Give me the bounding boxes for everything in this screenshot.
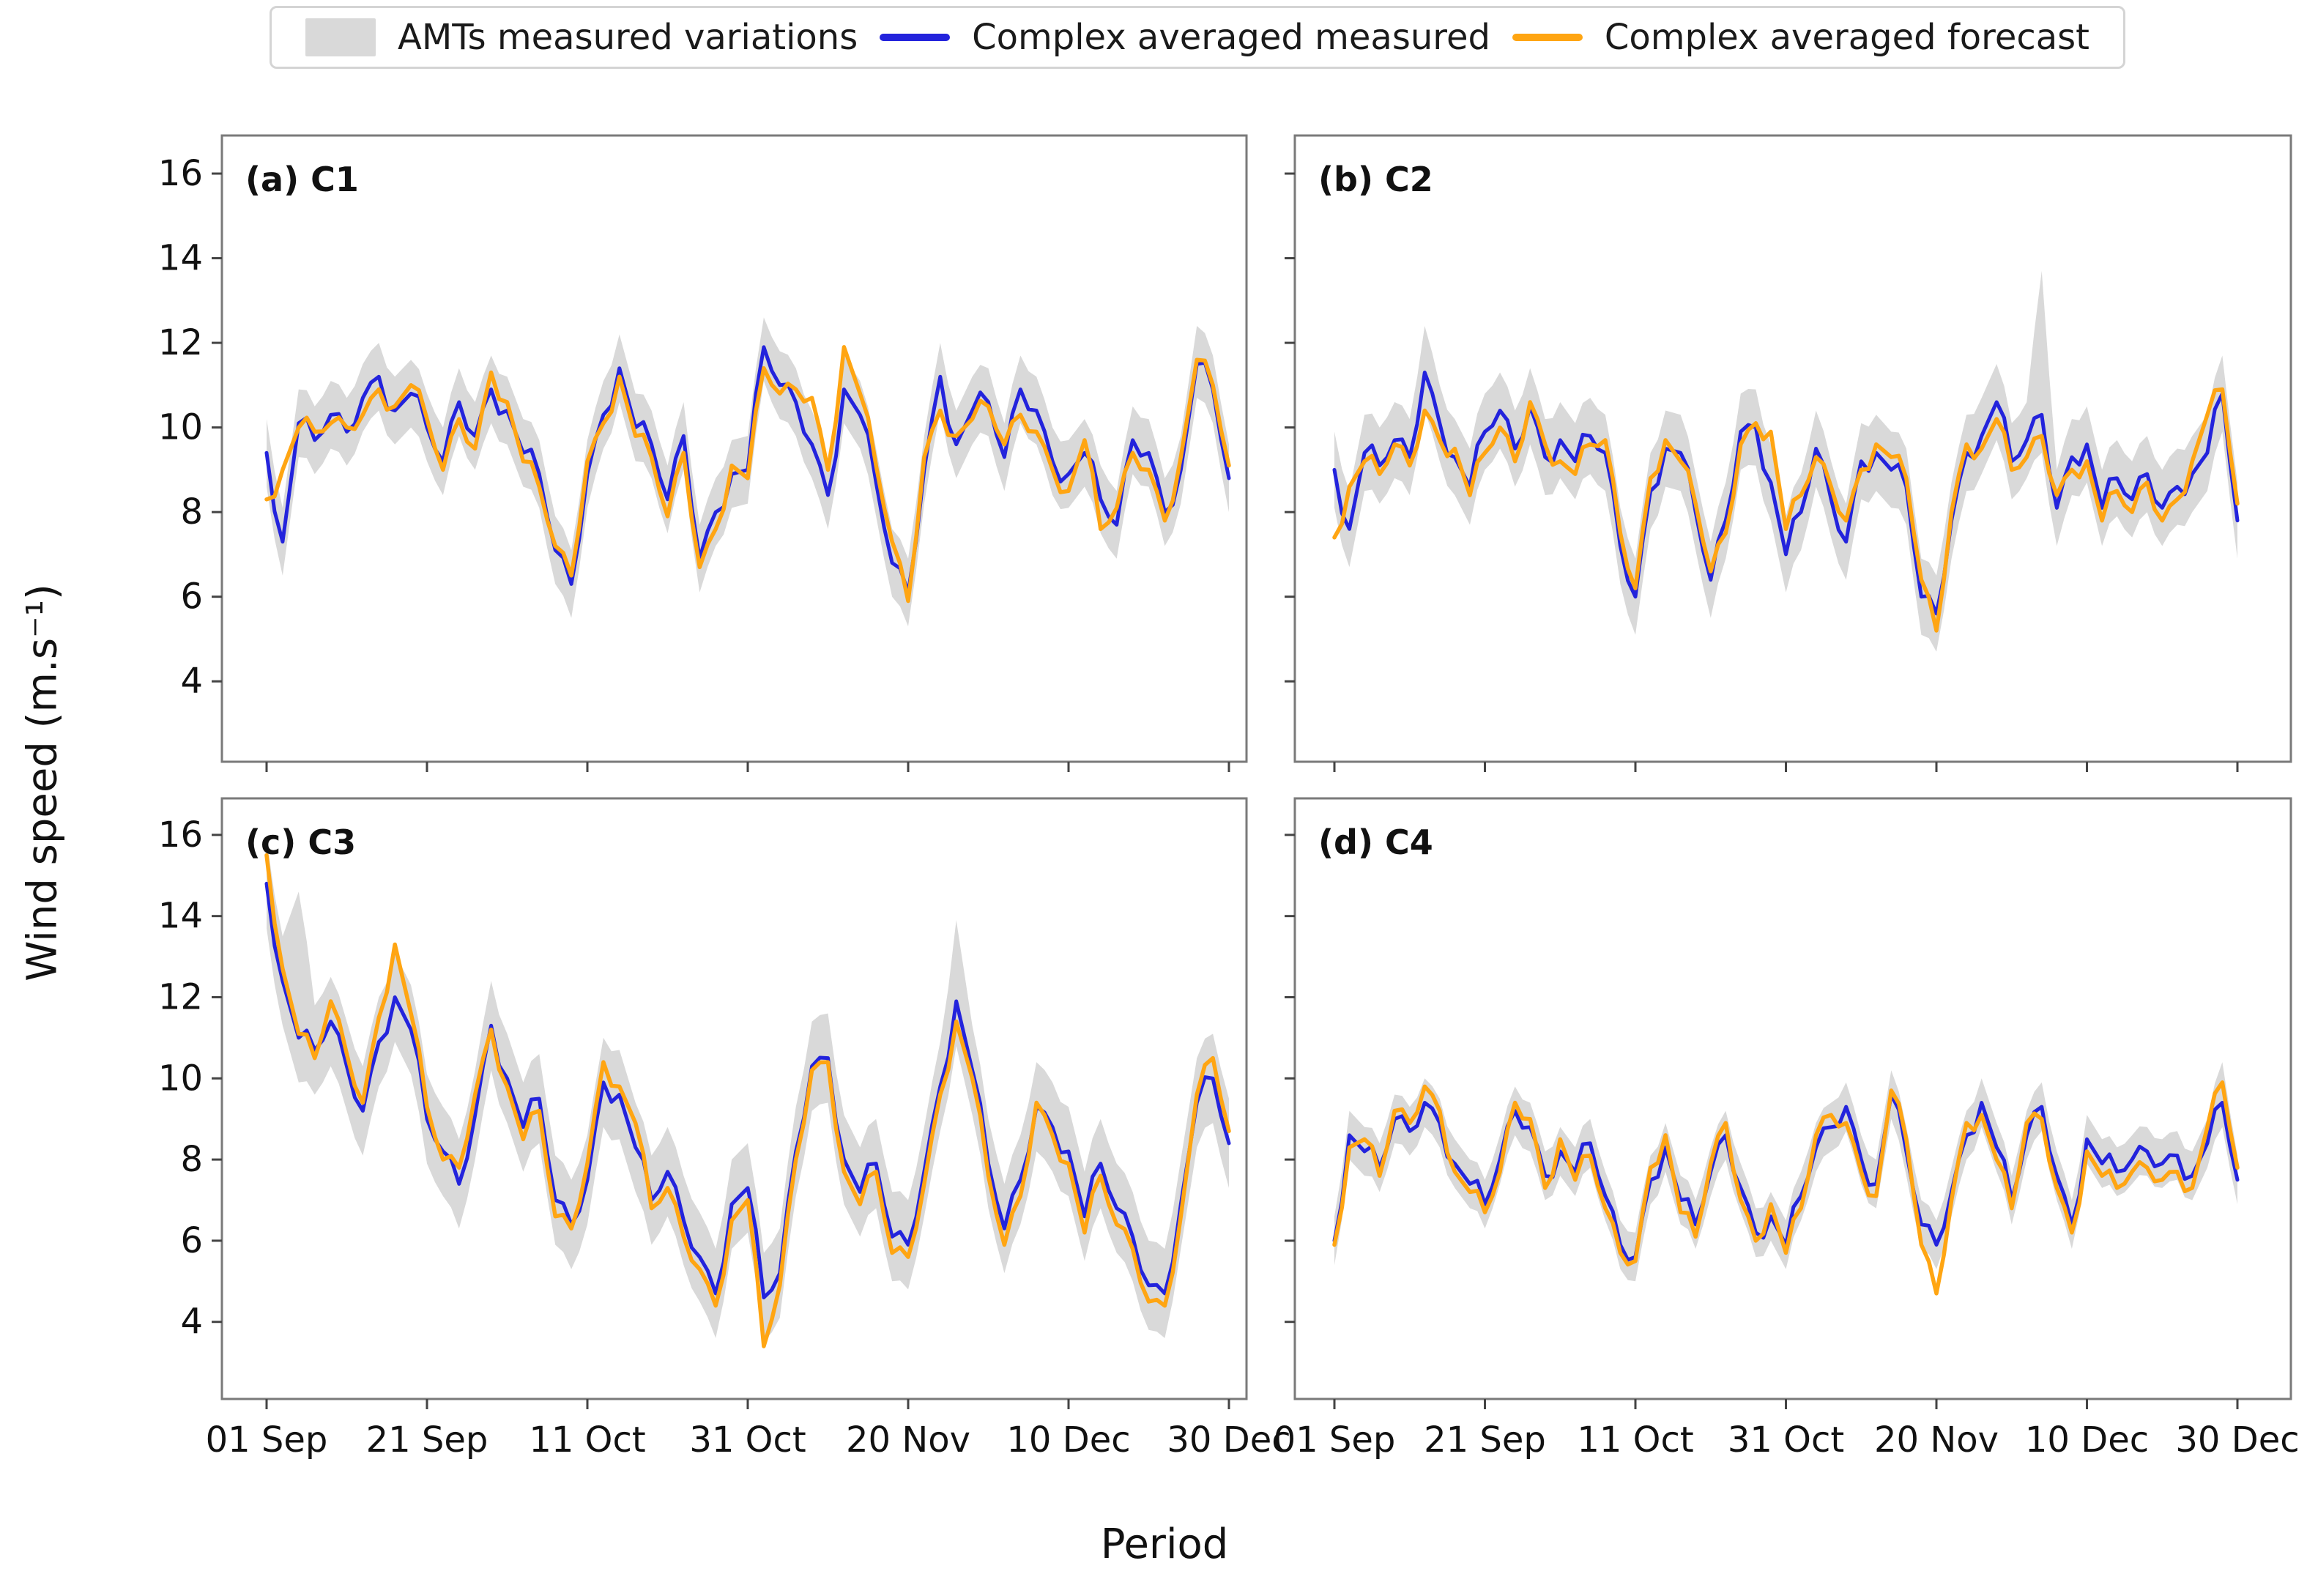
legend-item-variations: AMTs measured variations xyxy=(305,17,858,58)
y-tick-label: 10 xyxy=(158,407,203,448)
panel-b: (b) C2 xyxy=(1285,134,2292,772)
y-tick-label: 10 xyxy=(158,1058,203,1099)
panel-d-spine xyxy=(1293,797,2292,1400)
legend-item-forecast: Complex averaged forecast xyxy=(1512,17,2089,58)
x-tick-label: 01 Sep xyxy=(206,1419,328,1460)
x-tick-label: 30 Dec xyxy=(2175,1419,2299,1460)
x-tick-label: 31 Oct xyxy=(1728,1419,1844,1460)
panel-d: 01 Sep 21 Sep 11 Oct 31 Oct 20 Nov 10 Dec 30 D… xyxy=(1274,797,2300,1460)
y-tick-label: 6 xyxy=(180,576,203,617)
x-tick-label: 10 Dec xyxy=(2025,1419,2149,1460)
forecast-line-swatch-icon xyxy=(1512,34,1583,41)
panel-d-title: (d) C4 xyxy=(1318,823,1433,862)
panel-a-title: (a) C1 xyxy=(245,160,359,199)
x-tick-label: 11 Oct xyxy=(529,1419,645,1460)
y-tick-label: 16 xyxy=(158,814,203,855)
y-tick-label: 8 xyxy=(180,1139,203,1180)
legend-label-variations: AMTs measured variations xyxy=(398,17,858,58)
amts-variations-band-c xyxy=(267,839,1229,1343)
y-tick-label: 6 xyxy=(180,1220,203,1261)
legend: AMTs measured variations Complex average… xyxy=(270,6,2125,69)
legend-label-measured: Complex averaged measured xyxy=(972,17,1490,58)
y-tick-label: 4 xyxy=(180,661,203,702)
amts-variations-band-b xyxy=(1334,270,2237,652)
x-tick-label: 20 Nov xyxy=(1874,1419,1999,1460)
y-tick-label: 4 xyxy=(180,1302,203,1343)
band-swatch-icon xyxy=(305,18,376,56)
measured-line-c xyxy=(264,881,1231,1299)
measured-line-b xyxy=(1332,371,2240,616)
panel-c: 16 14 12 10 8 6 4 01 Sep 21 Sep 11 Oct 31 Oct 20 No… xyxy=(158,797,1291,1460)
forecast-line-d xyxy=(1332,1080,2240,1296)
y-tick-label: 14 xyxy=(158,238,203,279)
panel-c-title: (c) C3 xyxy=(245,823,356,862)
y-tick-label: 8 xyxy=(180,491,203,532)
x-tick-label: 30 Dec xyxy=(1167,1419,1290,1460)
y-tick-label: 16 xyxy=(158,153,203,194)
forecast-line-c xyxy=(264,853,1231,1348)
panel-c-spine xyxy=(220,797,1248,1400)
panel-a-spine xyxy=(220,134,1248,763)
y-axis-label: Wind speed (m.s⁻¹) xyxy=(18,584,67,981)
y-tick-label: 14 xyxy=(158,896,203,937)
x-tick-label: 21 Sep xyxy=(1424,1419,1546,1460)
panel-a: 16 14 12 10 8 6 4 (a) C1 xyxy=(158,134,1248,772)
x-tick-label: 21 Sep xyxy=(366,1419,488,1460)
x-axis-label: Period xyxy=(1100,1521,1229,1568)
x-tick-label: 11 Oct xyxy=(1577,1419,1693,1460)
forecast-line-b xyxy=(1332,387,2240,633)
x-tick-label: 31 Oct xyxy=(689,1419,806,1460)
x-tick-label: 10 Dec xyxy=(1006,1419,1130,1460)
panel-b-spine xyxy=(1293,134,2292,763)
legend-item-measured: Complex averaged measured xyxy=(880,17,1490,58)
x-tick-label: 01 Sep xyxy=(1274,1419,1396,1460)
legend-label-forecast: Complex averaged forecast xyxy=(1604,17,2089,58)
y-tick-label: 12 xyxy=(158,976,203,1017)
y-tick-label: 12 xyxy=(158,322,203,363)
x-tick-label: 20 Nov xyxy=(846,1419,970,1460)
forecast-line-a xyxy=(264,345,1231,604)
panel-b-title: (b) C2 xyxy=(1318,160,1433,199)
measured-line-swatch-icon xyxy=(880,34,951,41)
